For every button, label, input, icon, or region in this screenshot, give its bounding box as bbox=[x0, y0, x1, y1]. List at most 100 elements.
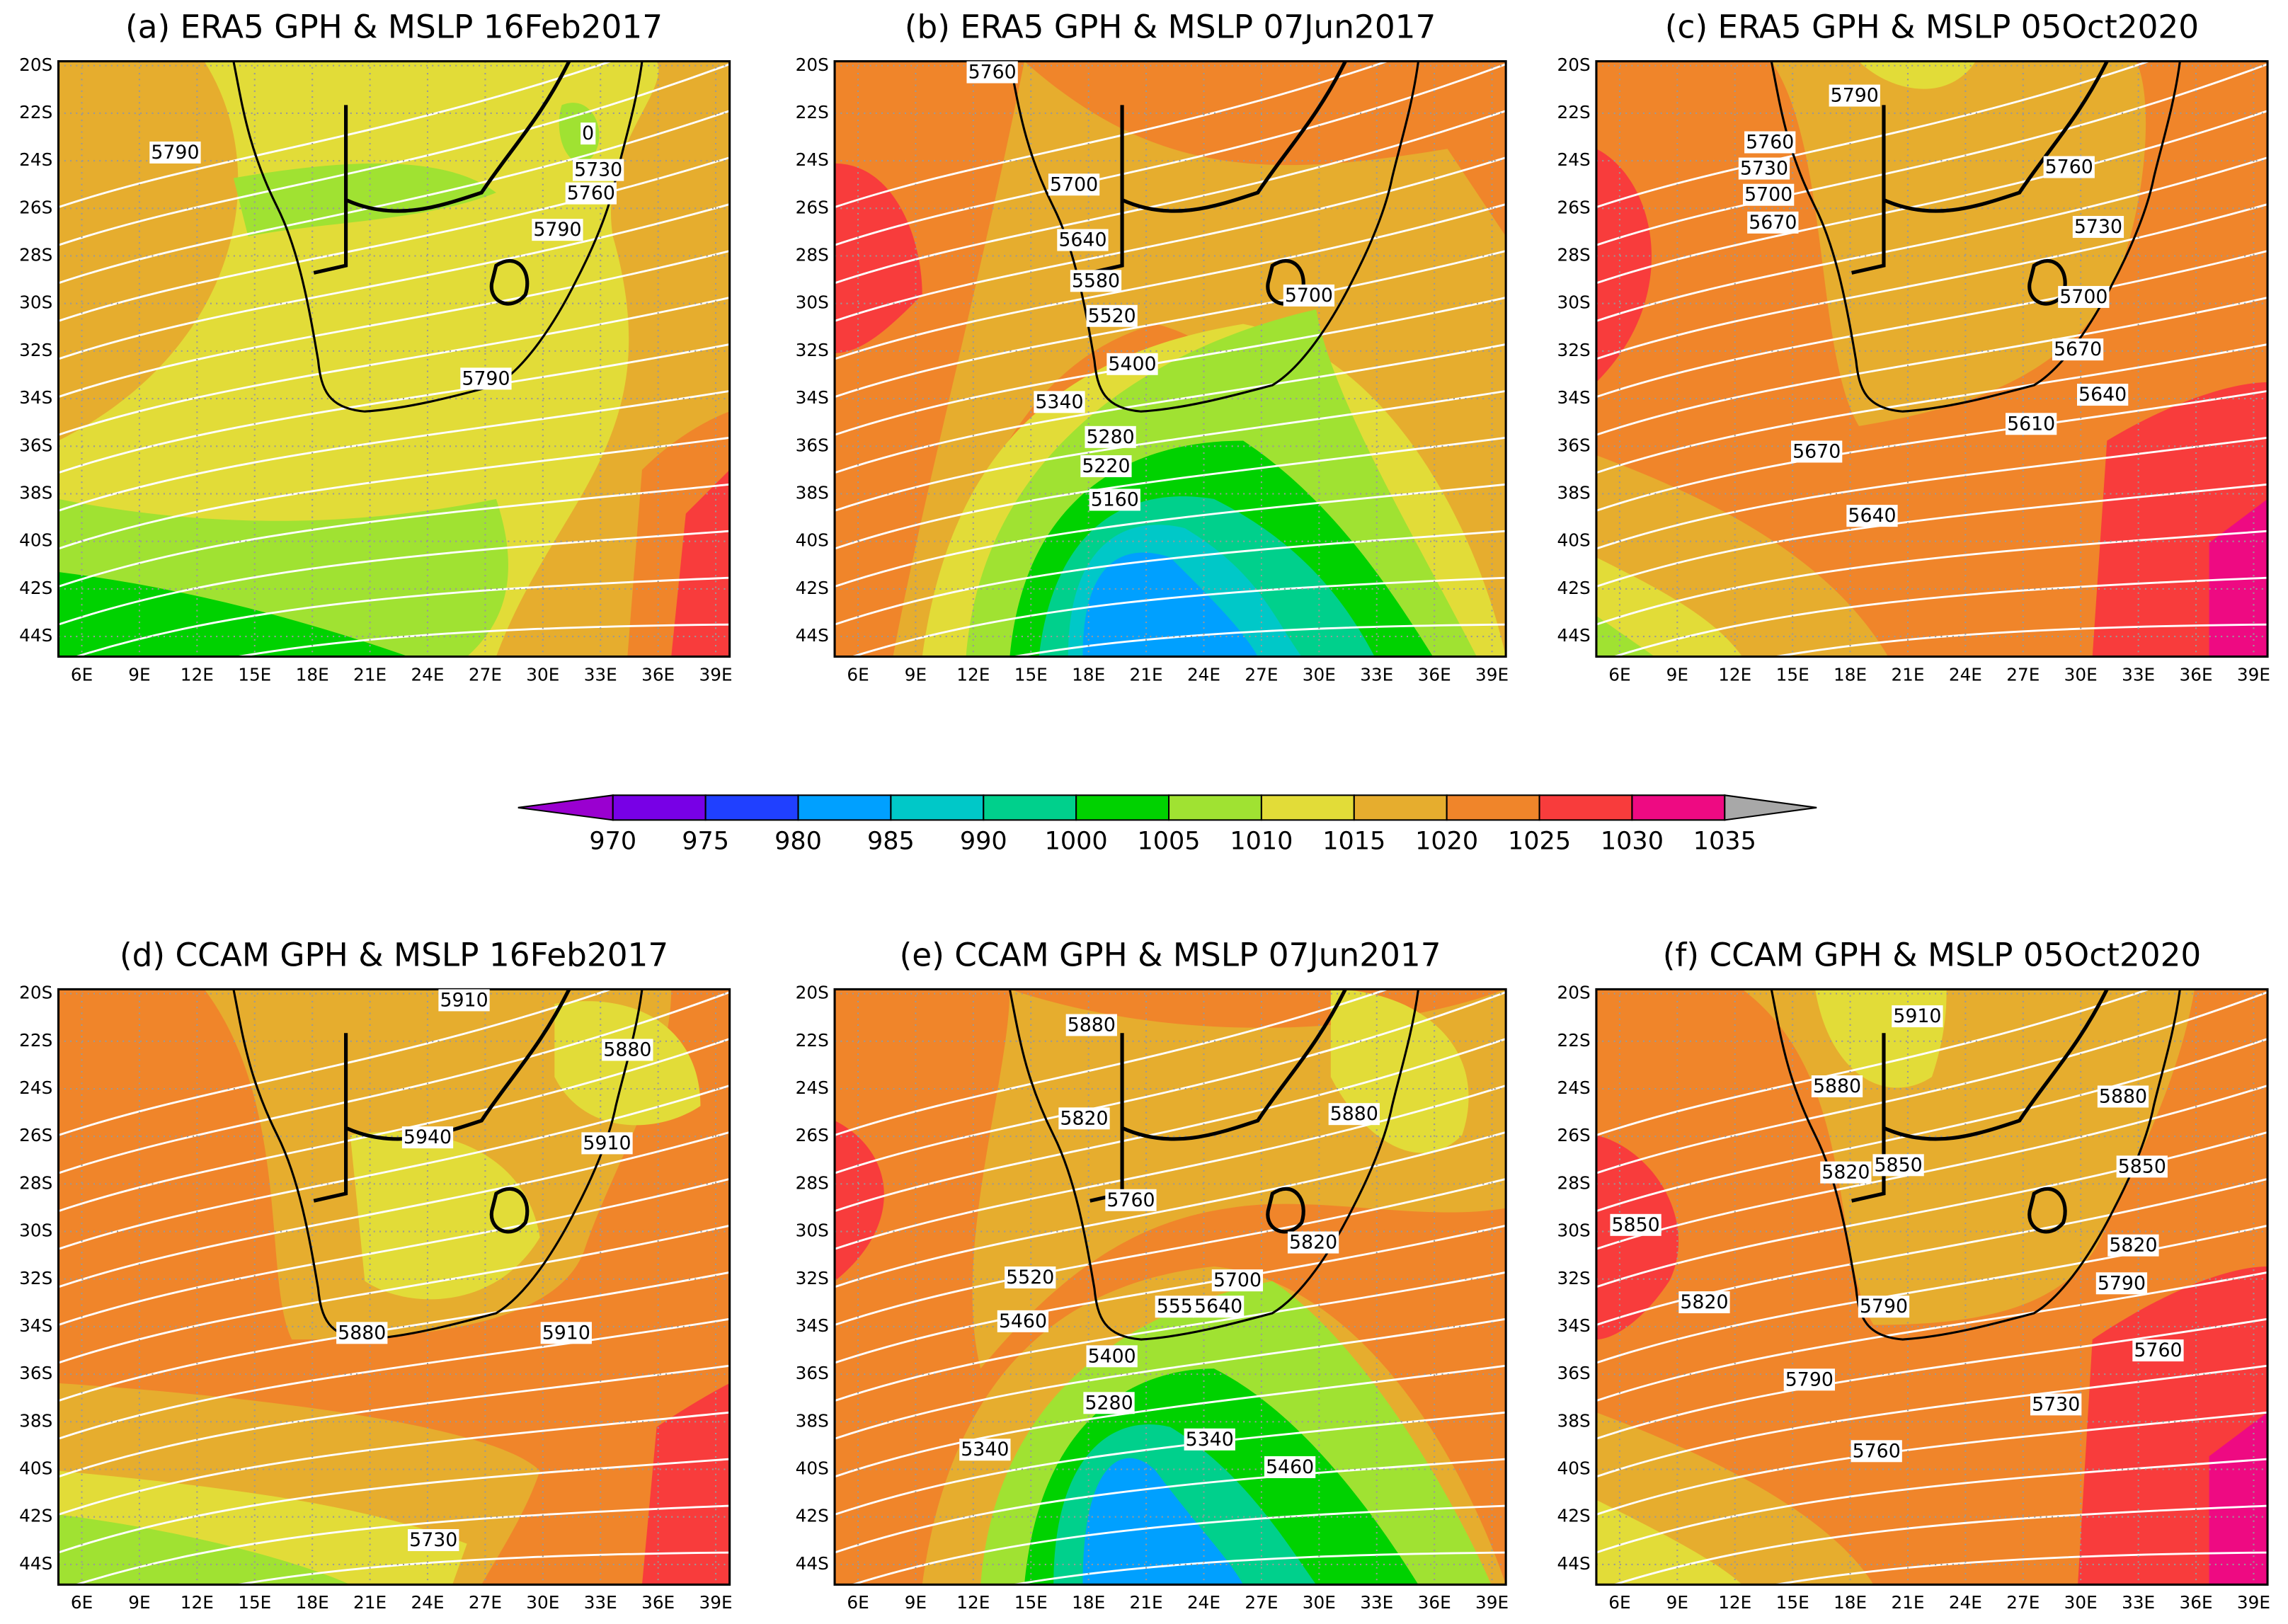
lon-label: 30E bbox=[2064, 664, 2098, 685]
lon-label: 18E bbox=[296, 664, 329, 685]
contour-label: 5280 bbox=[1087, 426, 1135, 448]
contour-label: 5610 bbox=[2007, 413, 2055, 435]
lon-label: 18E bbox=[1834, 664, 1867, 685]
lon-label: 36E bbox=[641, 664, 675, 685]
contour-label-bg bbox=[1057, 229, 1109, 251]
contour-label-bg bbox=[1743, 183, 1795, 206]
contour-label: 5730 bbox=[1740, 158, 1788, 180]
coastline bbox=[1008, 989, 1420, 1341]
contour-label-bg bbox=[966, 61, 1018, 84]
lon-label: 27E bbox=[2006, 1592, 2040, 1613]
lat-label: 32S bbox=[1557, 1268, 1591, 1288]
lat-label: 38S bbox=[1557, 482, 1591, 503]
lat-label: 42S bbox=[796, 1506, 829, 1526]
colorbar-segment bbox=[1353, 794, 1448, 821]
contour-label: 5790 bbox=[2098, 1272, 2146, 1294]
lat-label: 34S bbox=[1557, 1315, 1591, 1336]
lon-label: 9E bbox=[128, 1592, 150, 1613]
contour-label: 5220 bbox=[1082, 455, 1130, 477]
contour-label: 5820 bbox=[2109, 1235, 2157, 1257]
contour-label-bg bbox=[1085, 425, 1136, 448]
contour-label: 5460 bbox=[1266, 1456, 1314, 1478]
lon-label: 33E bbox=[1360, 1592, 1393, 1613]
lat-label: 28S bbox=[796, 1172, 829, 1193]
lesotho bbox=[1266, 1186, 1305, 1234]
lat-label: 38S bbox=[796, 482, 829, 503]
contour-label: 5880 bbox=[2099, 1085, 2147, 1107]
contour-label-bg bbox=[1083, 1392, 1135, 1414]
contour-label: 5640 bbox=[1058, 229, 1106, 251]
contour-label: 5700 bbox=[1744, 184, 1792, 206]
lesotho bbox=[2027, 1186, 2067, 1234]
lat-label: 34S bbox=[796, 1315, 829, 1336]
pressure-zone bbox=[1771, 61, 2146, 426]
contour-label-bg bbox=[2116, 1155, 2168, 1178]
contour-label-bg bbox=[1858, 1296, 1910, 1318]
contour-label-bg bbox=[580, 122, 596, 145]
lon-label: 39E bbox=[699, 1592, 733, 1613]
contour-label: 5760 bbox=[1746, 131, 1794, 153]
colorbar-label: 970 bbox=[589, 826, 636, 855]
lat-label: 36S bbox=[1557, 435, 1591, 455]
coastline bbox=[1770, 61, 2181, 413]
lon-label: 27E bbox=[1245, 664, 1278, 685]
panel-frame bbox=[1595, 60, 2269, 658]
colorbar-label: 1035 bbox=[1693, 826, 1756, 855]
colorbar-segment bbox=[1168, 794, 1262, 821]
lat-label: 20S bbox=[796, 55, 829, 75]
lat-label: 30S bbox=[1557, 292, 1591, 313]
contour-label: 5880 bbox=[1068, 1014, 1116, 1036]
contour-label-bg bbox=[2052, 338, 2104, 361]
contour-label-bg bbox=[1105, 1189, 1157, 1211]
contour-label: 5670 bbox=[1792, 440, 1841, 462]
contour-label-bg bbox=[1211, 1269, 1264, 1292]
lon-label: 27E bbox=[2006, 664, 2040, 685]
lat-label: 30S bbox=[19, 1220, 52, 1241]
contour-label-bg bbox=[1048, 173, 1100, 196]
pressure-zone bbox=[350, 1131, 540, 1300]
lon-label: 12E bbox=[1718, 1592, 1751, 1613]
lon-label: 21E bbox=[1891, 1592, 1924, 1613]
contour-label: 5700 bbox=[2059, 286, 2107, 308]
contour-label: 5850 bbox=[1875, 1154, 1923, 1176]
lat-label: 22S bbox=[796, 102, 829, 122]
contour-line bbox=[849, 576, 1506, 657]
contour-line bbox=[58, 297, 730, 436]
lat-label: 26S bbox=[796, 197, 829, 217]
contour-label-bg bbox=[1089, 488, 1140, 511]
lat-label: 26S bbox=[19, 197, 52, 217]
contour-line bbox=[1596, 1177, 2268, 1326]
contour-line bbox=[58, 1085, 730, 1250]
contour-line bbox=[835, 1458, 1506, 1554]
lon-label: 18E bbox=[296, 1592, 329, 1613]
contour-label-bg bbox=[1070, 270, 1122, 292]
lat-label: 36S bbox=[796, 435, 829, 455]
contour-line bbox=[835, 343, 1506, 474]
lat-label: 42S bbox=[1557, 578, 1591, 598]
pressure-zone bbox=[1596, 1135, 1679, 1340]
panel-title: (d) CCAM GPH & MSLP 16Feb2017 bbox=[120, 937, 668, 974]
contour-label-bg bbox=[1184, 1428, 1235, 1451]
pressure-zone bbox=[1742, 989, 2195, 1325]
lon-label: 15E bbox=[1014, 1592, 1048, 1613]
panel-title: (f) CCAM GPH & MSLP 05Oct2020 bbox=[1663, 937, 2202, 974]
contour-label-bg bbox=[602, 1039, 653, 1061]
lon-label: 30E bbox=[1303, 664, 1336, 685]
contour-label: 5910 bbox=[583, 1132, 631, 1154]
lon-label: 27E bbox=[469, 664, 502, 685]
lat-label: 34S bbox=[1557, 387, 1591, 408]
lon-label: 24E bbox=[1187, 1592, 1220, 1613]
contour-label: 0 bbox=[582, 122, 594, 144]
lon-label: 39E bbox=[2237, 664, 2270, 685]
panel-frame bbox=[833, 60, 1507, 658]
contour-label: 5820 bbox=[1289, 1232, 1337, 1254]
lon-label: 36E bbox=[1418, 664, 1451, 685]
contour-label: 5760 bbox=[567, 183, 615, 205]
contour-line bbox=[835, 1411, 1506, 1516]
lat-label: 24S bbox=[19, 1077, 52, 1098]
contour-line bbox=[58, 1411, 730, 1516]
contour-line bbox=[835, 110, 1506, 285]
lat-label: 30S bbox=[796, 1220, 829, 1241]
colorbar-segment bbox=[1538, 794, 1633, 821]
